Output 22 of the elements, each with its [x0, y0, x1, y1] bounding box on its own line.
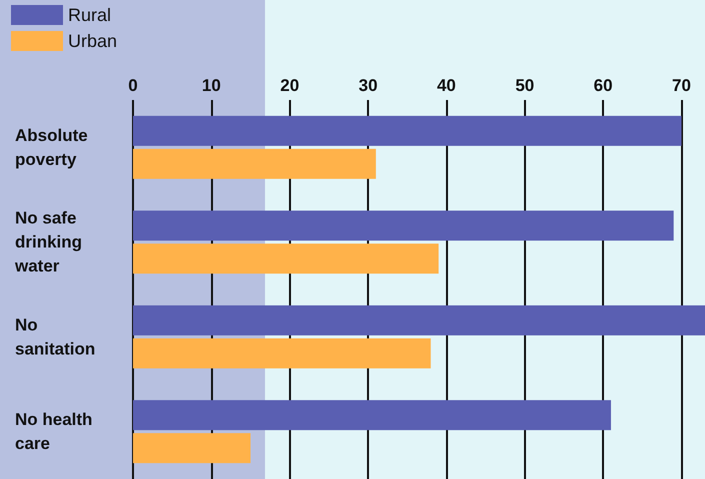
legend-label: Rural	[68, 5, 112, 25]
legend-label: Urban	[68, 31, 118, 51]
x-tick-label: 40	[436, 76, 456, 95]
bar	[133, 148, 376, 179]
x-tick-label: 50	[515, 76, 534, 95]
x-tick-label: 60	[594, 76, 613, 95]
x-tick-label: 30	[358, 76, 378, 95]
bar	[133, 433, 251, 464]
y-tick-label: Absolute poverty	[15, 126, 92, 169]
x-tick-label: 20	[280, 76, 300, 95]
bar	[133, 400, 611, 430]
y-tick-label: No safe drinking water	[14, 208, 87, 276]
bar	[133, 338, 431, 368]
bar	[133, 116, 682, 146]
x-tick-label: 10	[202, 76, 221, 95]
y-tick-label: No sanitation	[15, 315, 96, 358]
bar	[133, 305, 705, 336]
x-tick-label: 0	[128, 76, 138, 95]
bar	[133, 244, 439, 274]
x-tick-label: 70	[672, 76, 691, 95]
y-tick-label: No health care	[15, 410, 98, 454]
bar	[133, 210, 674, 241]
